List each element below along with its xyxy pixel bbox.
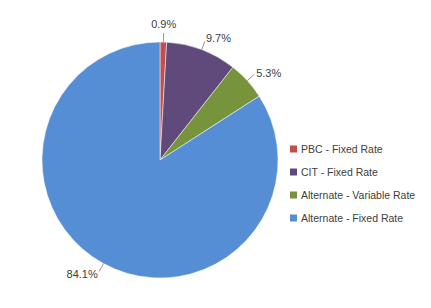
legend-label: CIT - Fixed Rate [301, 166, 378, 178]
chart-container: 0.9% 9.7% 5.3% 84.1% PBC - Fixed Rate CIT - F… [0, 0, 431, 308]
leader-line [202, 41, 205, 49]
pie [42, 42, 278, 278]
chart: 0.9% 9.7% 5.3% 84.1% PBC - Fixed Rate CIT - F… [0, 0, 431, 308]
slice [42, 42, 278, 278]
data-label: 0.9% [151, 18, 176, 30]
data-labels: 0.9% 9.7% 5.3% 84.1% [67, 18, 282, 280]
data-label: 5.3% [256, 67, 281, 79]
legend-item: PBC - Fixed Rate [290, 143, 383, 155]
legend-swatch [290, 169, 297, 176]
legend-label: Alternate - Fixed Rate [301, 212, 403, 224]
legend-label: Alternate - Variable Rate [301, 189, 415, 201]
legend-label: PBC - Fixed Rate [301, 143, 383, 155]
legend-item: Alternate - Variable Rate [290, 189, 415, 201]
legend-swatch [290, 215, 297, 222]
leader-line [163, 33, 164, 42]
legend-swatch [290, 192, 297, 199]
leader-line [247, 75, 254, 81]
data-label: 9.7% [206, 32, 231, 44]
legend-item: CIT - Fixed Rate [290, 166, 378, 178]
data-label: 84.1% [67, 268, 98, 280]
legend-item: Alternate - Fixed Rate [290, 212, 403, 224]
legend-swatch [290, 146, 297, 153]
leader-line [99, 264, 103, 272]
legend: PBC - Fixed Rate CIT - Fixed Rate Alternat… [290, 143, 415, 224]
